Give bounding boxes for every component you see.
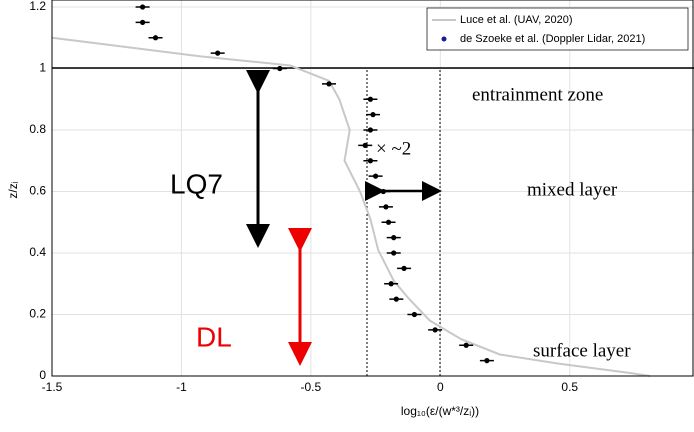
legend-box — [426, 7, 689, 51]
point — [401, 265, 407, 271]
point — [362, 142, 368, 148]
annotation: mixed layer — [527, 179, 618, 200]
point — [484, 358, 490, 364]
point — [370, 112, 376, 118]
point — [385, 219, 392, 225]
y-tick-label: 0.6 — [29, 184, 46, 198]
point — [367, 127, 374, 133]
annotation: × ~2 — [376, 138, 411, 159]
y-tick-label: 1.2 — [29, 0, 46, 13]
point — [432, 327, 438, 333]
y-tick-label: 0.4 — [29, 245, 46, 259]
point — [140, 4, 146, 10]
annotation: entrainment zone — [472, 84, 603, 105]
point — [215, 50, 221, 56]
legend: Luce et al. (UAV, 2020) de Szoeke et al. … — [426, 7, 689, 51]
point — [152, 35, 159, 41]
point — [367, 96, 374, 102]
annotation: LQ7 — [170, 168, 223, 199]
y-tick-label: 0.8 — [29, 122, 46, 136]
x-tick-label: -1.5 — [42, 380, 63, 394]
annotation: DL — [196, 321, 232, 352]
point — [372, 173, 379, 179]
legend-swatch — [441, 36, 447, 42]
x-tick-label: 0 — [437, 380, 444, 394]
y-axis-label: z/zᵢ — [6, 181, 20, 198]
point — [391, 250, 397, 256]
profile-line — [51, 36, 651, 377]
y-tick-label: 0.2 — [29, 307, 46, 321]
point — [463, 342, 469, 348]
point — [388, 281, 394, 287]
x-tick-label: -0.5 — [301, 380, 322, 394]
plot-frame — [51, 0, 694, 377]
point — [393, 296, 399, 302]
x-axis-label: log₁₀(ε/(w*³/zᵢ)) — [401, 404, 479, 418]
y-tick-label: 0 — [39, 368, 46, 382]
point — [277, 65, 283, 72]
y-tick-label: 1 — [39, 61, 46, 75]
point — [367, 158, 374, 164]
point — [383, 204, 389, 210]
point — [391, 235, 397, 241]
legend-label: Luce et al. (UAV, 2020) — [460, 14, 573, 26]
x-tick-label: 0.5 — [561, 380, 578, 394]
point — [140, 19, 146, 25]
point — [411, 311, 418, 318]
point — [326, 81, 332, 87]
legend-label: de Szoeke et al. (Doppler Lidar, 2021) — [460, 33, 645, 45]
x-tick-label: -1 — [176, 380, 187, 394]
annotation: surface layer — [533, 340, 631, 361]
